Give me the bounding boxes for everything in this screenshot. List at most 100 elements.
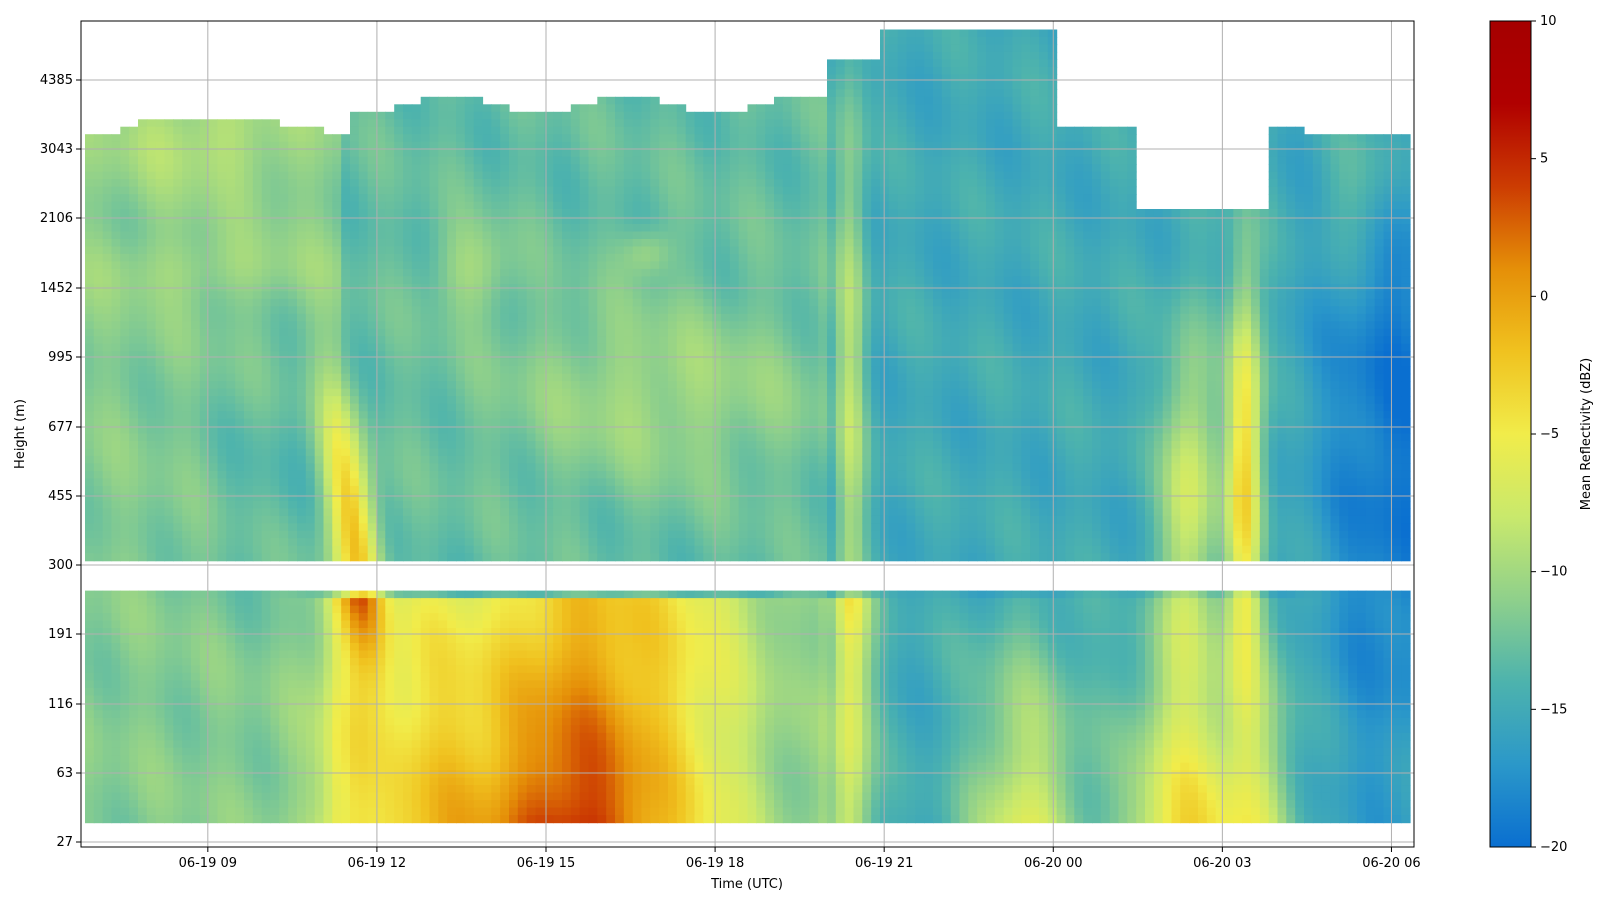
heatmap-cell bbox=[411, 523, 422, 532]
heatmap-cell bbox=[191, 785, 201, 794]
heatmap-cell bbox=[482, 785, 492, 794]
heatmap-cell bbox=[456, 433, 466, 442]
heatmap-cell bbox=[138, 381, 148, 390]
heatmap-cell bbox=[535, 665, 545, 674]
heatmap-cell bbox=[261, 239, 272, 248]
heatmap-cell bbox=[235, 717, 245, 726]
heatmap-cell bbox=[482, 508, 492, 517]
heatmap-cell bbox=[456, 815, 466, 824]
heatmap-cell bbox=[376, 403, 386, 412]
heatmap-cell bbox=[226, 717, 236, 726]
heatmap-cell bbox=[120, 141, 130, 150]
heatmap-cell bbox=[252, 231, 263, 240]
heatmap-cell bbox=[367, 815, 378, 824]
heatmap-cell bbox=[261, 463, 272, 472]
heatmap-cell bbox=[526, 732, 537, 741]
heatmap-cell bbox=[332, 620, 342, 629]
heatmap-cell bbox=[367, 268, 378, 277]
heatmap-cell bbox=[182, 186, 192, 195]
heatmap-cell bbox=[429, 104, 439, 113]
heatmap-cell bbox=[323, 500, 333, 509]
heatmap-cell bbox=[323, 762, 333, 771]
heatmap-cell bbox=[235, 553, 245, 562]
heatmap-cell bbox=[252, 164, 263, 173]
heatmap-cell bbox=[182, 643, 192, 652]
heatmap-cell bbox=[199, 710, 210, 719]
heatmap-cell bbox=[235, 216, 245, 225]
heatmap-cell bbox=[93, 149, 104, 158]
heatmap-cell bbox=[146, 702, 157, 711]
heatmap-cell bbox=[146, 672, 157, 681]
heatmap-cell bbox=[420, 119, 431, 128]
heatmap-cell bbox=[279, 470, 289, 479]
heatmap-cell bbox=[111, 134, 121, 143]
heatmap-cell bbox=[85, 358, 95, 367]
heatmap-cell bbox=[129, 605, 139, 614]
heatmap-cell bbox=[411, 598, 422, 607]
heatmap-cell bbox=[358, 665, 369, 674]
heatmap-cell bbox=[526, 336, 537, 345]
heatmap-cell bbox=[208, 635, 219, 644]
heatmap-cell bbox=[526, 171, 537, 180]
heatmap-cell bbox=[332, 485, 342, 494]
heatmap-cell bbox=[517, 261, 528, 270]
heatmap-cell bbox=[332, 725, 342, 734]
heatmap-cell bbox=[252, 336, 263, 345]
heatmap-cell bbox=[403, 740, 413, 749]
heatmap-cell bbox=[217, 268, 227, 277]
heatmap-cell bbox=[438, 313, 448, 322]
heatmap-cell bbox=[217, 336, 227, 345]
heatmap-cell bbox=[367, 448, 378, 457]
heatmap-cell bbox=[199, 785, 210, 794]
heatmap-cell bbox=[367, 672, 378, 681]
heatmap-cell bbox=[252, 313, 263, 322]
heatmap-cell bbox=[473, 470, 484, 479]
heatmap-cell bbox=[146, 216, 157, 225]
heatmap-cell bbox=[305, 343, 316, 352]
heatmap-cell bbox=[173, 755, 183, 764]
heatmap-cell bbox=[438, 119, 448, 128]
heatmap-cell bbox=[226, 119, 236, 128]
heatmap-cell bbox=[279, 635, 289, 644]
heatmap-cell bbox=[111, 590, 121, 599]
heatmap-cell bbox=[288, 216, 298, 225]
heatmap-cell bbox=[164, 186, 174, 195]
heatmap-cell bbox=[332, 695, 342, 704]
heatmap-cell bbox=[341, 201, 351, 210]
heatmap-cell bbox=[120, 770, 130, 779]
heatmap-cell bbox=[473, 328, 484, 337]
heatmap-cell bbox=[332, 351, 342, 360]
heatmap-cell bbox=[411, 388, 422, 397]
heatmap-cell bbox=[464, 553, 475, 562]
heatmap-cell bbox=[314, 665, 325, 674]
heatmap-cell bbox=[367, 336, 378, 345]
heatmap-cell bbox=[226, 508, 236, 517]
heatmap-cell bbox=[429, 747, 439, 756]
heatmap-cell bbox=[252, 680, 263, 689]
heatmap-cell bbox=[120, 815, 130, 824]
heatmap-cell bbox=[270, 777, 280, 786]
heatmap-cell bbox=[562, 396, 572, 405]
heatmap-cell bbox=[509, 373, 519, 382]
heatmap-cell bbox=[217, 762, 227, 771]
heatmap-cell bbox=[341, 493, 351, 502]
heatmap-cell bbox=[164, 433, 174, 442]
heatmap-cell bbox=[111, 710, 121, 719]
heatmap-cell bbox=[252, 687, 263, 696]
heatmap-cell bbox=[350, 717, 360, 726]
heatmap-cell bbox=[270, 201, 280, 210]
heatmap-cell bbox=[146, 717, 157, 726]
heatmap-cell bbox=[473, 246, 484, 255]
heatmap-cell bbox=[288, 717, 298, 726]
heatmap-cell bbox=[261, 680, 272, 689]
heatmap-cell bbox=[394, 515, 404, 524]
heatmap-cell bbox=[279, 672, 289, 681]
heatmap-cell bbox=[182, 411, 192, 420]
heatmap-cell bbox=[314, 179, 325, 188]
heatmap-cell bbox=[270, 358, 280, 367]
heatmap-cell bbox=[279, 785, 289, 794]
heatmap-cell bbox=[332, 643, 342, 652]
heatmap-cell bbox=[155, 156, 166, 165]
heatmap-cell bbox=[509, 545, 519, 554]
